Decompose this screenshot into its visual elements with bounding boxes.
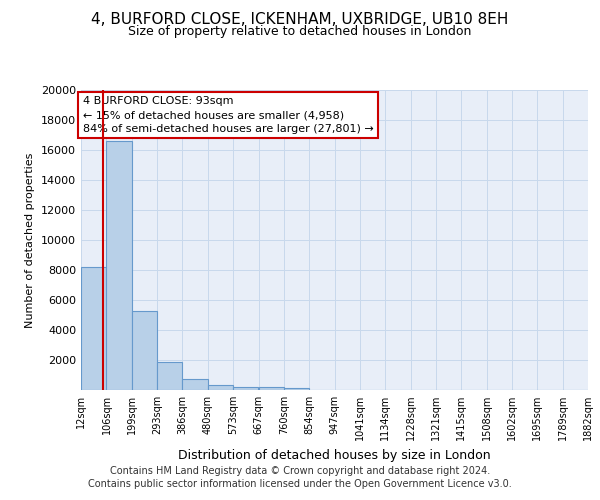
Bar bbox=[284, 388, 309, 390]
Bar bbox=[259, 387, 284, 390]
Bar bbox=[106, 141, 132, 390]
Bar bbox=[132, 310, 157, 390]
Text: Size of property relative to detached houses in London: Size of property relative to detached ho… bbox=[128, 25, 472, 38]
Text: Contains public sector information licensed under the Open Government Licence v3: Contains public sector information licen… bbox=[88, 479, 512, 489]
Y-axis label: Number of detached properties: Number of detached properties bbox=[25, 152, 35, 328]
Bar bbox=[157, 362, 182, 390]
Bar bbox=[233, 386, 259, 390]
X-axis label: Distribution of detached houses by size in London: Distribution of detached houses by size … bbox=[178, 448, 491, 462]
Text: 4 BURFORD CLOSE: 93sqm
← 15% of detached houses are smaller (4,958)
84% of semi-: 4 BURFORD CLOSE: 93sqm ← 15% of detached… bbox=[83, 96, 373, 134]
Text: 4, BURFORD CLOSE, ICKENHAM, UXBRIDGE, UB10 8EH: 4, BURFORD CLOSE, ICKENHAM, UXBRIDGE, UB… bbox=[91, 12, 509, 28]
Bar bbox=[81, 267, 106, 390]
Text: Contains HM Land Registry data © Crown copyright and database right 2024.: Contains HM Land Registry data © Crown c… bbox=[110, 466, 490, 476]
Bar bbox=[182, 379, 208, 390]
Bar bbox=[208, 385, 233, 390]
